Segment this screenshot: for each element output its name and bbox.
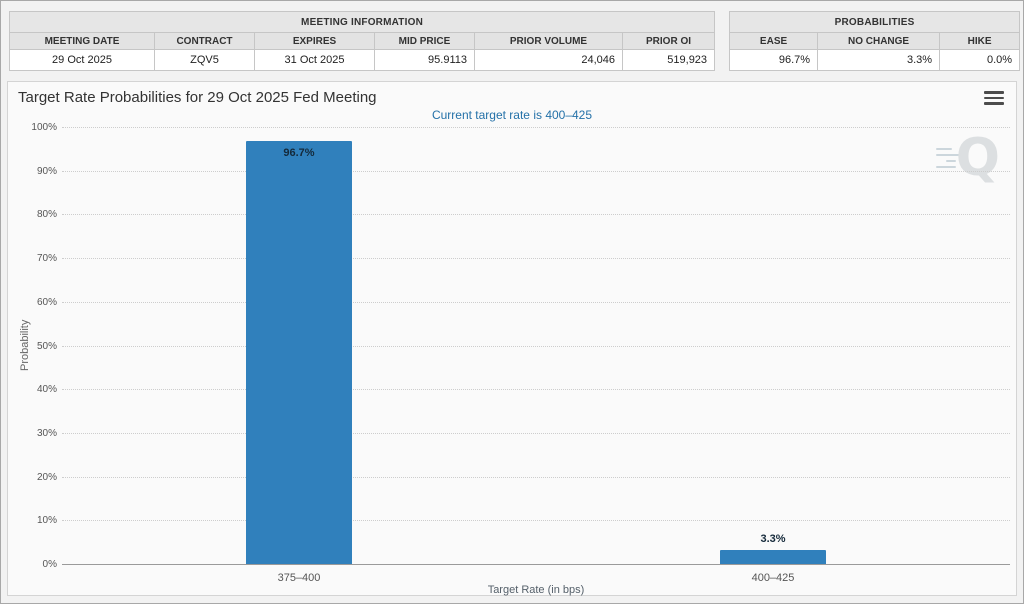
category-slot: 3.3% 400–425 bbox=[536, 127, 1010, 584]
quikstrike-q-logo-icon: Q bbox=[955, 128, 1000, 188]
y-axis-tick-label: 50% bbox=[36, 340, 57, 352]
hamburger-menu-icon bbox=[984, 91, 1004, 94]
col-header-prior-oi: PRIOR OI bbox=[621, 32, 716, 50]
chart-title: Target Rate Probabilities for 29 Oct 202… bbox=[18, 89, 377, 106]
hike-value: 0.0% bbox=[939, 49, 1021, 71]
col-header-expires: EXPIRES bbox=[254, 32, 375, 50]
gridline bbox=[62, 432, 1010, 434]
col-header-no-change: NO CHANGE bbox=[817, 32, 941, 50]
meeting-information-title: MEETING INFORMATION bbox=[8, 11, 716, 33]
gridline bbox=[62, 214, 1010, 216]
watermark-speed-lines-icon bbox=[935, 144, 960, 172]
gridline bbox=[62, 127, 1010, 128]
col-header-prior-volume: PRIOR VOLUME bbox=[474, 32, 623, 50]
gridline bbox=[62, 345, 1010, 347]
gridline bbox=[62, 520, 1010, 522]
probabilities-table: PROBABILITIES EASE NO CHANGE HIKE 96.7% … bbox=[729, 11, 1021, 71]
plot-area: 0% 10% 20% 30% 40% 50% 60% 70% 80% 90% 100% 96.7% 37… bbox=[31, 122, 1010, 584]
col-header-ease: EASE bbox=[729, 32, 819, 50]
meeting-information-row: 29 Oct 2025 ZQV5 31 Oct 2025 95.9113 24,… bbox=[9, 49, 716, 71]
category-slot: 96.7% 375–400 bbox=[62, 127, 536, 584]
y-axis-tick-label: 80% bbox=[36, 209, 57, 221]
expires-value: 31 Oct 2025 bbox=[254, 49, 375, 71]
probabilities-title: PROBABILITIES bbox=[729, 11, 1021, 33]
quikstrike-watermark: Q bbox=[935, 128, 1000, 188]
probability-bar-400–425[interactable] bbox=[720, 549, 826, 564]
no-change-value: 3.3% bbox=[817, 49, 941, 71]
mid-price-value: 95.9113 bbox=[374, 49, 475, 71]
col-header-contract: CONTRACT bbox=[154, 32, 255, 50]
chart-context-menu-button[interactable] bbox=[984, 91, 1004, 107]
meeting-date-value: 29 Oct 2025 bbox=[9, 49, 155, 71]
y-axis-tick-label: 40% bbox=[36, 384, 57, 396]
prior-oi-value: 519,923 bbox=[621, 49, 716, 71]
x-axis-title: Target Rate (in bps) bbox=[487, 584, 585, 596]
col-header-mid-price: MID PRICE bbox=[374, 32, 475, 50]
bar-value-label: 96.7% bbox=[283, 147, 315, 160]
fed-meeting-probability-chart: Target Rate Probabilities for 29 Oct 202… bbox=[7, 81, 1017, 596]
x-axis-category-label: 375–400 bbox=[277, 572, 321, 584]
gridline bbox=[62, 170, 1010, 172]
y-axis-tick-label: 20% bbox=[36, 471, 57, 483]
col-header-hike: HIKE bbox=[939, 32, 1021, 50]
gridline bbox=[62, 258, 1010, 260]
y-axis-tick-label: 90% bbox=[36, 165, 57, 177]
x-axis-line bbox=[62, 564, 1010, 565]
y-axis-tick-label: 10% bbox=[36, 515, 57, 527]
col-header-meeting-date: MEETING DATE bbox=[9, 32, 155, 50]
summary-tables: MEETING INFORMATION MEETING DATE CONTRAC… bbox=[8, 11, 1021, 71]
gridline bbox=[62, 301, 1010, 303]
y-axis-tick-label: 70% bbox=[36, 253, 57, 265]
y-axis-tick-label: 60% bbox=[36, 296, 57, 308]
prior-volume-value: 24,046 bbox=[474, 49, 623, 71]
contract-value: ZQV5 bbox=[154, 49, 255, 71]
meeting-information-table: MEETING INFORMATION MEETING DATE CONTRAC… bbox=[8, 11, 716, 71]
y-axis-tick-label: 100% bbox=[31, 122, 57, 133]
y-axis-tick-label: 30% bbox=[36, 427, 57, 439]
gridline bbox=[62, 389, 1010, 391]
chart-subtitle: Current target rate is 400–425 bbox=[431, 108, 593, 122]
probabilities-row: 96.7% 3.3% 0.0% bbox=[729, 49, 1021, 71]
bar-value-label: 3.3% bbox=[760, 532, 786, 545]
x-axis-category-label: 400–425 bbox=[751, 572, 795, 584]
ease-value: 96.7% bbox=[729, 49, 819, 71]
probability-bar-375–400[interactable] bbox=[246, 141, 352, 564]
y-axis-tick-label: 0% bbox=[42, 559, 57, 570]
gridline bbox=[62, 476, 1010, 478]
